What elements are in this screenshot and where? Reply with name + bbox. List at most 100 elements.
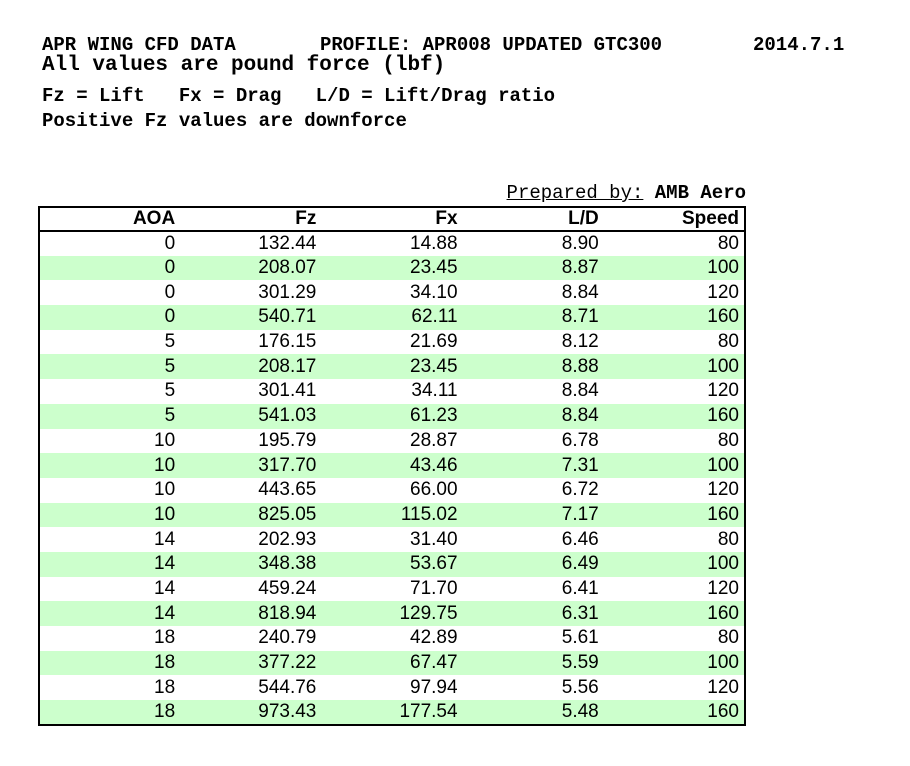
table-cell: 8.90 bbox=[561, 232, 599, 254]
table-cell: 18 bbox=[154, 676, 176, 698]
table-cell: 28.87 bbox=[410, 429, 458, 451]
table-cell: 240.79 bbox=[258, 627, 317, 649]
column-header-fz: Fz bbox=[180, 207, 322, 232]
table-cell: 10 bbox=[154, 429, 176, 451]
table-cell: 459.24 bbox=[258, 577, 317, 599]
table-cell: 14 bbox=[39, 551, 181, 577]
prepared-by-value: AMB Aero bbox=[654, 182, 746, 204]
table-cell: 160 bbox=[603, 700, 745, 725]
table-cell: 42.89 bbox=[410, 627, 458, 649]
table-cell: 5 bbox=[164, 380, 176, 402]
column-header-aoa: AOA bbox=[39, 207, 181, 232]
table-cell: 160 bbox=[603, 502, 745, 528]
table-cell: 10 bbox=[39, 453, 181, 478]
table-cell: 14 bbox=[154, 577, 176, 599]
legend-line: Fz = Lift Fx = Drag L/D = Lift/Drag rati… bbox=[42, 85, 556, 107]
table-row: 18 377.22 67.47 5.59 100 bbox=[39, 650, 745, 676]
table-cell: 317.70 bbox=[180, 453, 322, 478]
table-cell: 301.29 bbox=[258, 281, 317, 303]
table-cell: 18 bbox=[39, 650, 181, 676]
units-subtitle: All values are pound force (lbf) bbox=[42, 54, 446, 77]
table-cell: 120 bbox=[707, 281, 739, 303]
table-cell: 8.71 bbox=[462, 305, 604, 330]
table-cell: 7.31 bbox=[462, 453, 604, 478]
table-cell: 540.71 bbox=[180, 305, 322, 330]
table-row: 18 240.79 42.89 5.61 80 bbox=[39, 626, 745, 651]
table-cell: 8.12 bbox=[561, 331, 599, 353]
table-head: AOA Fz Fx L/D Speed bbox=[39, 207, 745, 232]
table-cell: 973.43 bbox=[180, 700, 322, 725]
table-row: 0 301.29 34.10 8.84 120 bbox=[39, 280, 745, 305]
table-row: 0 540.71 62.11 8.71 160 bbox=[39, 305, 745, 330]
table-cell: 66.00 bbox=[410, 479, 458, 501]
table-cell: 100 bbox=[603, 354, 745, 380]
cfd-data-table: AOA Fz Fx L/D Speed 0 132.44 14.88 8.90 80 0 208.0… bbox=[38, 206, 746, 726]
table-cell: 120 bbox=[707, 676, 739, 698]
table-cell: 0 bbox=[164, 232, 176, 254]
table-body: 0 132.44 14.88 8.90 80 0 208.07 23.45 8.87 100 0 30… bbox=[39, 231, 745, 725]
table-cell: 71.70 bbox=[410, 577, 458, 599]
table-row: 14 202.93 31.40 6.46 80 bbox=[39, 527, 745, 552]
table-row: 5 176.15 21.69 8.12 80 bbox=[39, 330, 745, 355]
table-cell: 195.79 bbox=[258, 429, 317, 451]
table-cell: 34.11 bbox=[411, 380, 458, 402]
table-cell: 160 bbox=[603, 403, 745, 429]
table-cell: 160 bbox=[603, 305, 745, 330]
table-row: 14 818.94 129.75 6.31 160 bbox=[39, 601, 745, 626]
table-cell: 6.41 bbox=[561, 577, 599, 599]
document-title: APR WING CFD DATA bbox=[42, 34, 236, 56]
table-row: 0 132.44 14.88 8.90 80 bbox=[39, 231, 745, 256]
table-cell: 0 bbox=[39, 255, 181, 281]
table-cell: 80 bbox=[717, 232, 739, 254]
table-cell: 0 bbox=[39, 305, 181, 330]
table-cell: 18 bbox=[154, 627, 176, 649]
table-cell: 6.49 bbox=[462, 551, 604, 577]
table-cell: 61.23 bbox=[321, 403, 463, 429]
table-cell: 176.15 bbox=[258, 331, 317, 353]
table-row: 5 208.17 23.45 8.88 100 bbox=[39, 354, 745, 380]
table-cell: 14 bbox=[154, 528, 176, 550]
table-row: 18 544.76 97.94 5.56 120 bbox=[39, 675, 745, 700]
table-cell: 115.02 bbox=[321, 502, 463, 528]
table-cell: 7.17 bbox=[462, 502, 604, 528]
table-cell: 5 bbox=[39, 354, 181, 380]
table-cell: 100 bbox=[603, 453, 745, 478]
table-cell: 53.67 bbox=[321, 551, 463, 577]
table-cell: 8.87 bbox=[462, 255, 604, 281]
table-cell: 14 bbox=[39, 601, 181, 626]
table-cell: 100 bbox=[603, 255, 745, 281]
table-cell: 160 bbox=[603, 601, 745, 626]
table-cell: 18 bbox=[39, 700, 181, 725]
table-cell: 31.40 bbox=[410, 528, 458, 550]
table-row: 5 301.41 34.11 8.84 120 bbox=[39, 379, 745, 404]
table-cell: 80 bbox=[717, 627, 739, 649]
table-cell: 825.05 bbox=[180, 502, 322, 528]
table-cell: 5.48 bbox=[462, 700, 604, 725]
table-cell: 5 bbox=[164, 331, 176, 353]
column-header-ld: L/D bbox=[462, 207, 604, 232]
table-cell: 0 bbox=[164, 281, 176, 303]
table-cell: 129.75 bbox=[321, 601, 463, 626]
table-cell: 818.94 bbox=[180, 601, 322, 626]
table-cell: 34.10 bbox=[410, 281, 458, 303]
table-row: 10 317.70 43.46 7.31 100 bbox=[39, 453, 745, 478]
table-cell: 43.46 bbox=[321, 453, 463, 478]
table-row: 10 825.05 115.02 7.17 160 bbox=[39, 502, 745, 528]
table-cell: 208.17 bbox=[180, 354, 322, 380]
table-header-row: AOA Fz Fx L/D Speed bbox=[39, 207, 745, 232]
table-cell: 23.45 bbox=[321, 354, 463, 380]
table-row: 18 973.43 177.54 5.48 160 bbox=[39, 700, 745, 725]
table-cell: 62.11 bbox=[321, 305, 463, 330]
table-cell: 443.65 bbox=[258, 479, 317, 501]
table-row: 14 459.24 71.70 6.41 120 bbox=[39, 577, 745, 602]
table-cell: 6.46 bbox=[561, 528, 599, 550]
table-row: 5 541.03 61.23 8.84 160 bbox=[39, 403, 745, 429]
table-cell: 377.22 bbox=[180, 650, 322, 676]
table-cell: 100 bbox=[603, 650, 745, 676]
table-cell: 8.84 bbox=[462, 403, 604, 429]
table-cell: 67.47 bbox=[321, 650, 463, 676]
table-cell: 132.44 bbox=[258, 232, 317, 254]
table-cell: 80 bbox=[717, 429, 739, 451]
table-cell: 14.88 bbox=[410, 232, 458, 254]
